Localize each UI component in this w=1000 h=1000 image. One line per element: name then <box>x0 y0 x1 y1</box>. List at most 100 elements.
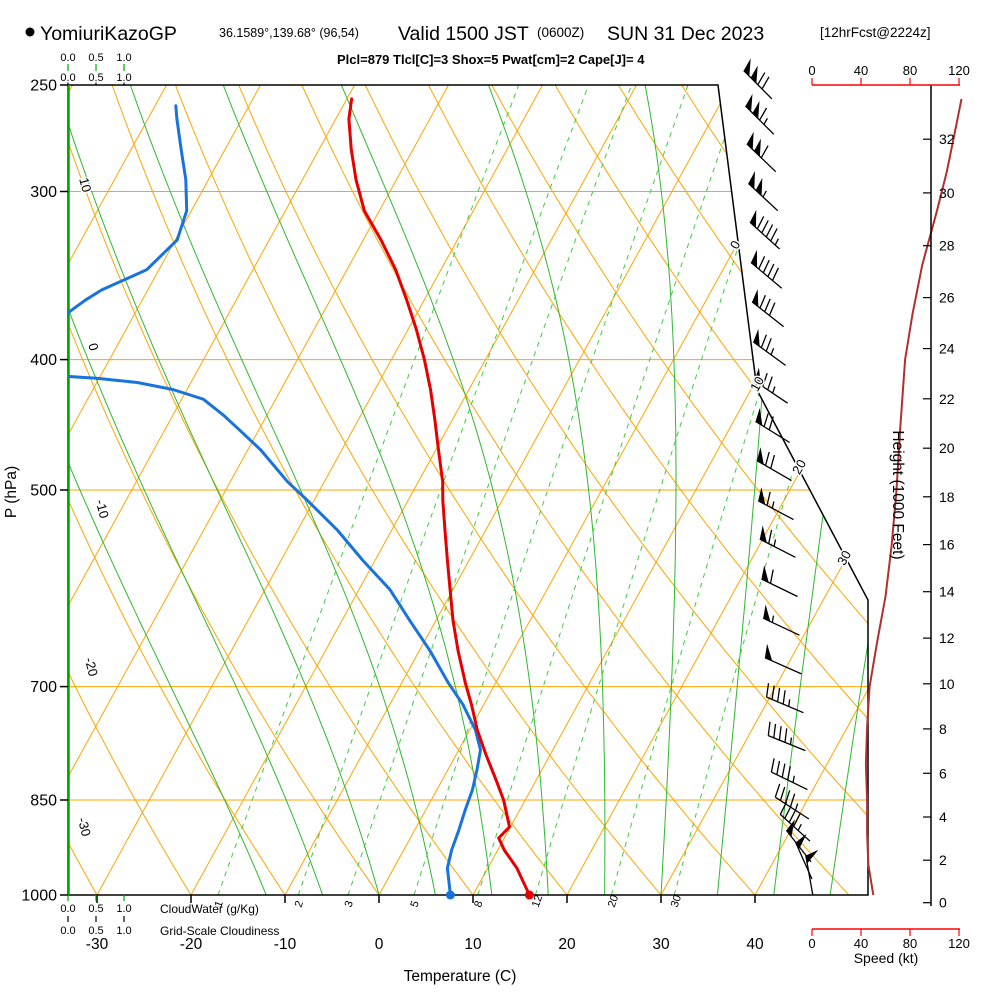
mixing-ratio-label: 30 <box>669 893 684 908</box>
wind-barb-full <box>761 76 770 90</box>
wind-barb <box>762 604 800 636</box>
moist-adiabat-line <box>488 85 606 895</box>
wind-barb <box>761 565 798 598</box>
wind-barb-shaft <box>761 578 798 598</box>
wind-barb <box>751 289 785 328</box>
wind-barb-shaft <box>768 734 806 752</box>
valid-zulu: (0600Z) <box>537 25 584 40</box>
height-tick-label: 22 <box>939 391 955 407</box>
mixing-ratio-label: 12 <box>530 893 545 908</box>
height-tick-label: 14 <box>939 584 955 600</box>
wind-barb-pennant <box>786 819 795 837</box>
pressure-axis-label: P (hPa) <box>3 466 20 518</box>
wind-barb-full <box>771 267 779 281</box>
cloudiness-scale-label-top: 0.0 <box>60 72 75 84</box>
cloudiness-scale-label-top: 1.0 <box>116 72 131 84</box>
cloudiness-axis-label: Grid-Scale Cloudiness <box>160 924 279 938</box>
wind-barb-full <box>771 685 775 700</box>
wind-barb-full <box>764 451 770 466</box>
mixing-ratio-line <box>477 85 744 895</box>
wind-barb-full <box>767 263 775 277</box>
wind-barb <box>747 171 779 212</box>
wind-barb-full <box>770 758 775 773</box>
mixing-ratio-label: 20 <box>606 893 621 908</box>
wind-barb-full <box>789 793 796 808</box>
pressure-tick-label: 250 <box>30 78 57 95</box>
wind-barb-full <box>793 813 801 827</box>
wind-barb-pennant <box>755 408 763 426</box>
wind-speed-trace <box>864 98 963 896</box>
wind-barb-full <box>767 721 771 736</box>
wind-barb <box>774 783 810 820</box>
height-axis-label: Height (1000 Feet) <box>889 430 906 559</box>
wind-barb <box>764 643 802 675</box>
isotherm-inline-label: 0 <box>727 238 744 252</box>
adiabat-inline-label: 0 <box>85 341 101 352</box>
wind-barb-full <box>781 763 786 778</box>
moist-adiabat-line <box>829 85 868 895</box>
wind-barb-full <box>758 256 766 270</box>
adiabat-inline-label: 10 <box>76 176 94 194</box>
isotherm-line <box>754 85 868 895</box>
wind-barb-half <box>762 190 767 198</box>
temperature-tick-label: 10 <box>464 936 482 953</box>
wind-barb <box>759 525 796 558</box>
wind-barb-full <box>779 801 788 815</box>
mixing-ratio-label: 5 <box>408 899 421 909</box>
pressure-tick-label: 1000 <box>21 888 57 905</box>
isotherm-line <box>68 85 261 895</box>
cloudiness-scale-label-bottom: 0.0 <box>60 925 75 937</box>
moist-adiabat-line <box>68 85 324 895</box>
wind-barb-half <box>794 803 799 811</box>
dry-adiabat-line <box>68 85 474 895</box>
moist-adiabat-line <box>68 85 380 895</box>
speed-tick-label-bottom: 0 <box>808 936 815 951</box>
valid-time: Valid 1500 JST <box>398 23 529 45</box>
wind-barb-half <box>763 117 768 125</box>
valid-date: SUN 31 Dec 2023 <box>607 23 764 45</box>
height-tick-label: 12 <box>939 630 955 646</box>
wind-barb-full <box>762 259 770 274</box>
station-marker-dot <box>25 27 35 37</box>
adiabat-inline-label: -30 <box>75 816 94 838</box>
station-coords: 36.1589°,139.68° (96,54) <box>219 26 359 40</box>
wind-barb-full <box>759 294 766 309</box>
dry-adiabat-line <box>428 85 868 895</box>
moist-adiabat-line <box>644 85 677 895</box>
wind-barb-pennant <box>805 849 819 864</box>
wind-barb-pennant <box>795 833 807 850</box>
cloudwater-scale-label-bottom: 1.0 <box>116 903 131 915</box>
wind-barb-full <box>778 726 782 741</box>
height-tick-label: 16 <box>939 537 955 553</box>
wind-barb-pennant <box>754 138 761 157</box>
wind-barb-half <box>788 699 791 707</box>
wind-barb-pennant <box>756 447 764 465</box>
wind-barb-half <box>771 501 775 509</box>
temperature-tick-label: 30 <box>652 936 670 953</box>
pressure-tick-label: 700 <box>30 679 57 696</box>
wind-barb-full <box>765 224 774 238</box>
mixing-ratio-line <box>217 85 520 895</box>
wind-barb-full <box>769 569 774 584</box>
moist-adiabat-line <box>340 85 549 895</box>
height-tick-label: 8 <box>939 721 947 737</box>
mixing-ratio-label: 3 <box>343 899 356 909</box>
wind-barb <box>757 487 794 521</box>
dry-adiabat-line <box>364 85 868 895</box>
wind-barb-full <box>768 302 776 316</box>
wind-barb <box>750 249 783 289</box>
mixing-ratio-line <box>673 85 868 895</box>
dewpoint-surface-dot <box>445 890 455 900</box>
wind-barb-pennant <box>746 131 754 150</box>
wind-barb-full <box>776 760 781 775</box>
speed-tick-label-top: 40 <box>854 63 868 78</box>
cloudwater-scale-label-top: 0.0 <box>60 52 75 64</box>
wind-barb-full <box>759 107 768 121</box>
mixing-ratio-line <box>610 85 857 895</box>
dry-adiabat-line <box>554 85 868 895</box>
temperature-surface-dot <box>524 890 534 900</box>
grid-layer <box>68 85 868 895</box>
wind-barb-shaft <box>774 796 810 820</box>
height-tick-label: 24 <box>939 341 955 357</box>
